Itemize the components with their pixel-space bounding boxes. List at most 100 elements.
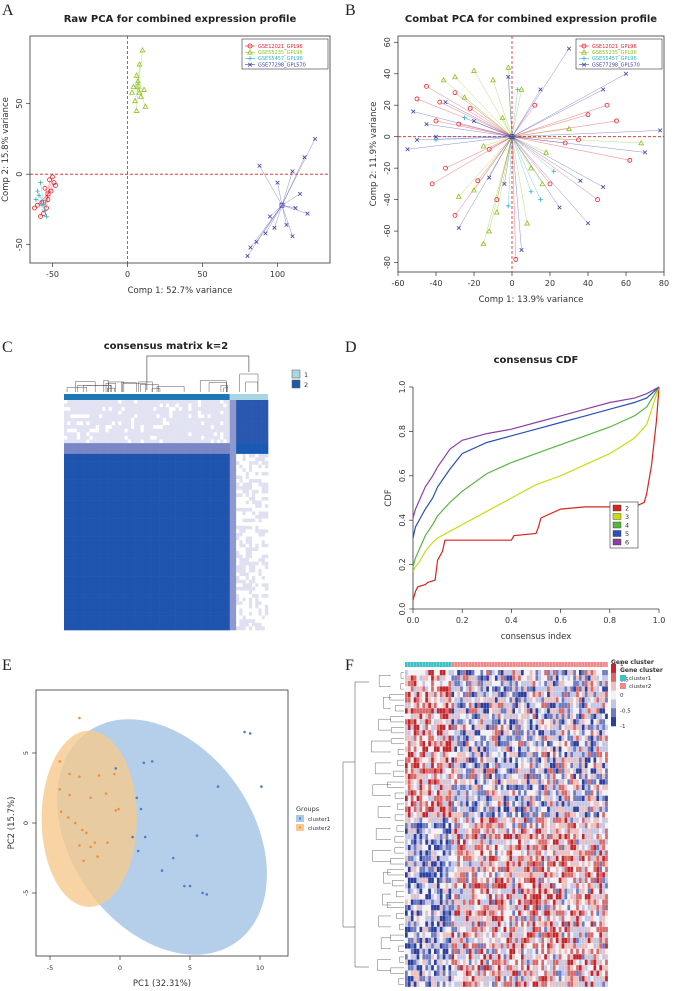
panel-c-matrix-cell xyxy=(146,497,151,501)
panel-c-matrix-cell xyxy=(229,586,234,591)
panel-c-matrix-cell xyxy=(143,457,148,462)
panel-c-matrix-cell xyxy=(70,586,74,591)
panel-c-matrix-cell xyxy=(137,515,141,519)
panel-c-matrix-cell xyxy=(134,479,138,483)
panel-f-heatmap-cell xyxy=(503,680,507,687)
panel-c-matrix-cell xyxy=(118,407,122,412)
panel-e-point xyxy=(205,893,209,896)
panel-c-matrix-cell xyxy=(181,568,186,573)
panel-c-matrix-cell xyxy=(127,594,132,598)
panel-c-matrix-cell xyxy=(175,410,180,415)
panel-c-matrix-cell xyxy=(236,428,240,433)
panel-b-y-tick-label: 60 xyxy=(383,37,392,47)
panel-f-heatmap-cell xyxy=(457,691,460,698)
panel-c-matrix-cell xyxy=(70,468,74,473)
panel-c-matrix-cell xyxy=(64,525,68,530)
panel-c-matrix-cell xyxy=(64,493,68,498)
panel-f-annotation-cell xyxy=(515,662,518,667)
panel-c-matrix-cell xyxy=(153,464,157,469)
panel-c-matrix-cell xyxy=(83,590,87,595)
panel-label-e: E xyxy=(2,657,12,674)
panel-f-heatmap-cell xyxy=(486,680,489,687)
panel-c-matrix-cell xyxy=(83,468,87,473)
panel-c-matrix-cell xyxy=(245,497,250,501)
panel-c-matrix-cell xyxy=(137,586,141,591)
panel-c-matrix-cell xyxy=(197,515,202,519)
panel-c-matrix-cell xyxy=(67,550,71,555)
panel-c-matrix-cell xyxy=(169,622,173,627)
panel-f-heatmap-cell xyxy=(497,686,501,692)
panel-c-matrix-cell xyxy=(153,432,157,437)
panel-f-heatmap-cell xyxy=(448,691,452,698)
panel-c-matrix-cell xyxy=(102,482,106,487)
panel-c-matrix-cell xyxy=(64,515,68,519)
panel-c-matrix-cell xyxy=(252,583,256,588)
panel-c-matrix-cell xyxy=(204,619,208,624)
panel-c-matrix-cell xyxy=(239,464,243,469)
panel-c-matrix-cell xyxy=(111,435,116,440)
panel-f-heatmap-cell xyxy=(465,680,469,687)
panel-c-matrix-cell xyxy=(258,464,262,469)
panel-f-dendrogram-branch xyxy=(396,891,404,898)
panel-c-matrix-cell xyxy=(223,507,227,512)
panel-c-matrix-cell xyxy=(210,529,215,534)
panel-f-heatmap-cell xyxy=(480,675,484,681)
panel-c-matrix-cell xyxy=(143,410,148,415)
panel-c-matrix-cell xyxy=(185,403,189,408)
panel-c-matrix-cell xyxy=(118,403,122,408)
panel-e-x-tick-label: 5 xyxy=(188,964,192,972)
panel-c-matrix-cell xyxy=(217,572,221,577)
panel-c-matrix-cell xyxy=(197,619,202,624)
panel-c-matrix-cell xyxy=(217,407,221,412)
panel-c-matrix-cell xyxy=(143,446,148,451)
panel-c-matrix-cell xyxy=(245,594,250,598)
panel-c-matrix-cell xyxy=(264,518,269,523)
panel-c-matrix-cell xyxy=(169,565,173,570)
panel-f-heatmap-cell xyxy=(550,686,553,692)
panel-c-matrix-cell xyxy=(115,608,119,613)
panel-a-legend-label: GSE77298_GPL570 xyxy=(258,62,306,68)
panel-c-matrix-cell xyxy=(245,511,250,516)
panel-c-matrix-cell xyxy=(64,561,68,566)
panel-c-matrix-cell xyxy=(137,507,141,512)
panel-c-matrix-cell xyxy=(143,417,148,422)
panel-c-matrix-cell xyxy=(178,461,183,465)
panel-c-matrix-cell xyxy=(70,590,74,595)
panel-c-matrix-cell xyxy=(258,622,262,627)
panel-c-matrix-cell xyxy=(121,450,125,455)
panel-c-matrix-cell xyxy=(169,615,173,620)
panel-f-heatmap-cell xyxy=(544,675,547,681)
panel-c-matrix-cell xyxy=(172,421,176,426)
panel-f-heatmap-cell xyxy=(605,686,608,692)
panel-c-matrix-cell xyxy=(220,507,224,512)
panel-c-matrix-cell xyxy=(248,529,253,534)
panel-c-matrix-cell xyxy=(191,450,195,455)
panel-c-matrix-cell xyxy=(115,489,119,494)
panel-c-matrix-cell xyxy=(108,428,113,433)
panel-c-matrix-cell xyxy=(245,518,250,523)
panel-f-annotation-cell xyxy=(405,662,408,667)
panel-c-matrix-cell xyxy=(239,518,243,523)
panel-c-matrix-cell xyxy=(76,457,81,462)
panel-f-annotation-cell xyxy=(555,662,559,667)
panel-c-matrix-cell xyxy=(111,536,116,541)
panel-c-matrix-cell xyxy=(143,511,148,516)
panel-b-x-axis-label: Comp 1: 13.9% variance xyxy=(479,295,584,305)
panel-c-matrix-cell xyxy=(153,457,157,462)
panel-c-matrix-cell xyxy=(201,425,205,430)
panel-f-heatmap-cell xyxy=(532,675,536,681)
panel-c-matrix-cell xyxy=(229,511,234,516)
panel-f-heatmap-cell xyxy=(480,670,484,676)
panel-c-matrix-cell xyxy=(111,622,116,627)
panel-c-matrix-cell xyxy=(67,554,71,559)
panel-c-matrix-cell xyxy=(178,586,183,591)
panel-c-matrix-cell xyxy=(162,543,167,548)
panel-c-matrix-cell xyxy=(178,439,183,444)
panel-c-matrix-cell xyxy=(255,601,259,606)
panel-c-matrix-cell xyxy=(159,604,164,609)
panel-c-matrix-cell xyxy=(105,479,109,483)
panel-c-matrix-cell xyxy=(115,457,119,462)
panel-f-heatmap-cell xyxy=(474,675,478,681)
panel-c-matrix-cell xyxy=(159,461,164,465)
panel-c-matrix-cell xyxy=(108,400,113,404)
